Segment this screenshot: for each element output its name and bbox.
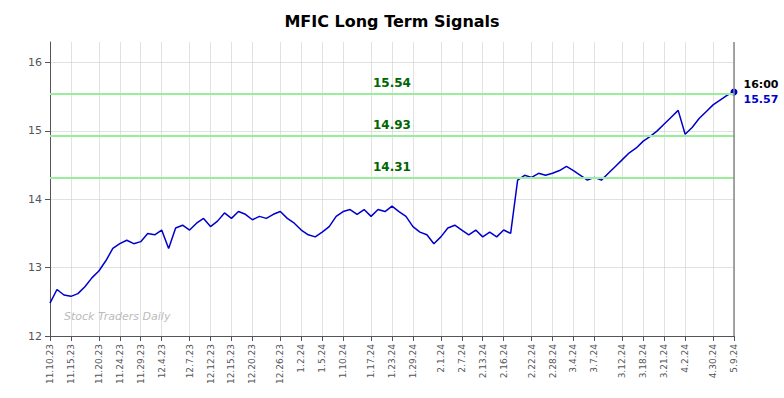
- svg-text:1.2.24: 1.2.24: [296, 344, 306, 373]
- svg-text:12.4.23: 12.4.23: [157, 344, 167, 378]
- svg-text:Stock Traders Daily: Stock Traders Daily: [64, 310, 171, 323]
- svg-text:2.13.24: 2.13.24: [478, 344, 488, 379]
- svg-text:4.2.24: 4.2.24: [680, 344, 690, 373]
- svg-text:1.17.24: 1.17.24: [366, 344, 376, 379]
- svg-text:5.9.24: 5.9.24: [729, 344, 739, 373]
- svg-text:1.23.24: 1.23.24: [387, 344, 397, 379]
- svg-text:12.12.23: 12.12.23: [206, 344, 216, 384]
- svg-text:2.22.24: 2.22.24: [527, 344, 537, 379]
- svg-text:1.5.24: 1.5.24: [317, 344, 327, 373]
- svg-text:15: 15: [28, 124, 42, 137]
- svg-text:14: 14: [28, 193, 42, 206]
- svg-text:12.7.23: 12.7.23: [185, 344, 195, 378]
- svg-text:2.1.24: 2.1.24: [436, 344, 446, 373]
- svg-text:MFIC Long Term Signals: MFIC Long Term Signals: [284, 12, 499, 31]
- svg-text:2.16.24: 2.16.24: [499, 344, 509, 379]
- svg-text:12: 12: [28, 330, 42, 343]
- svg-text:3.7.24: 3.7.24: [589, 344, 599, 373]
- svg-text:15.57: 15.57: [744, 93, 779, 106]
- svg-text:11.15.23: 11.15.23: [66, 344, 76, 384]
- svg-text:11.10.23: 11.10.23: [45, 344, 55, 384]
- svg-text:2.7.24: 2.7.24: [457, 344, 467, 373]
- svg-text:15.54: 15.54: [373, 76, 411, 90]
- svg-text:12.26.23: 12.26.23: [275, 344, 285, 384]
- svg-text:12.20.23: 12.20.23: [247, 344, 257, 384]
- svg-text:11.20.23: 11.20.23: [94, 344, 104, 384]
- svg-text:12.15.23: 12.15.23: [226, 344, 236, 384]
- svg-text:1.10.24: 1.10.24: [338, 344, 348, 379]
- svg-text:4.30.24: 4.30.24: [708, 344, 718, 379]
- svg-text:11.29.23: 11.29.23: [136, 344, 146, 384]
- svg-text:11.24.23: 11.24.23: [115, 344, 125, 384]
- svg-text:16: 16: [28, 56, 42, 69]
- svg-text:3.18.24: 3.18.24: [638, 344, 648, 379]
- svg-text:14.93: 14.93: [373, 118, 411, 132]
- svg-text:16:00: 16:00: [744, 78, 779, 91]
- svg-text:3.21.24: 3.21.24: [659, 344, 669, 379]
- svg-text:3.4.24: 3.4.24: [568, 344, 578, 373]
- svg-text:13: 13: [28, 261, 42, 274]
- svg-text:3.12.24: 3.12.24: [617, 344, 627, 379]
- svg-text:2.28.24: 2.28.24: [548, 344, 558, 379]
- svg-text:14.31: 14.31: [373, 160, 411, 174]
- svg-text:1.29.24: 1.29.24: [408, 344, 418, 379]
